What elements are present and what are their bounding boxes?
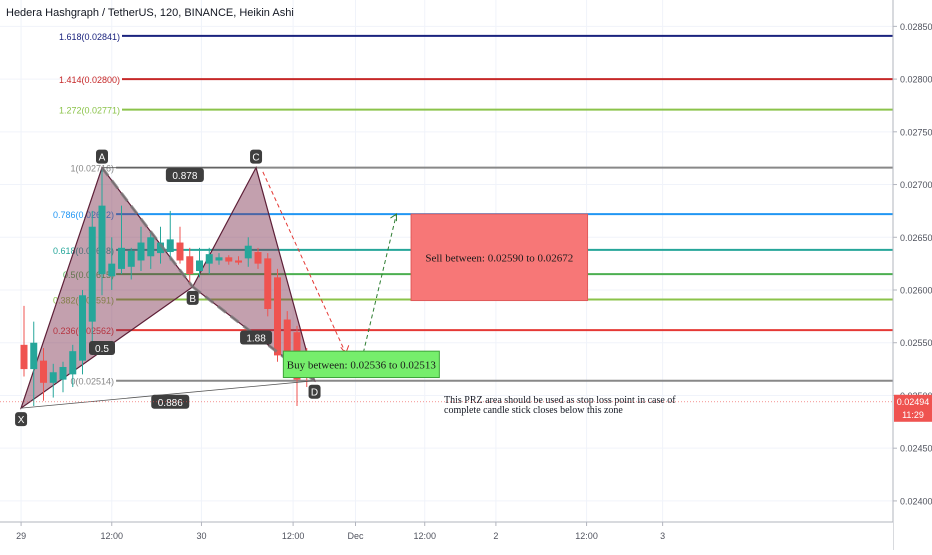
fib-level-label: 0.786(0.02672) (53, 210, 114, 220)
price-tick-label: 0.02550 (900, 338, 932, 348)
price-tick-label: 0.02700 (900, 180, 932, 190)
fib-level-label: 1.618(0.02841) (59, 32, 120, 42)
time-tick-label: 2 (493, 531, 498, 541)
ratio-label: 0.5 (95, 344, 109, 355)
candle-down (283, 319, 291, 352)
ratio-badge (89, 341, 115, 355)
countdown-label: 11:29 (902, 410, 924, 420)
sell-zone-box[interactable] (410, 213, 589, 302)
candle-up (215, 257, 223, 261)
candle-up (118, 247, 125, 269)
prz-note-line: This PRZ area should be used as stop los… (444, 395, 676, 406)
candle-down (186, 256, 194, 275)
fib-level-label: 1(0.02716) (71, 164, 115, 174)
candle-down (254, 252, 262, 264)
chart-title: Hedera Hashgraph / TetherUS, 120, BINANC… (6, 7, 294, 19)
trade-zones: Sell between: 0.02590 to 0.02672 Buy betw… (282, 213, 676, 416)
point-label-d: D (311, 388, 318, 399)
point-label-x: X (18, 415, 25, 426)
ratio-label: 0.886 (158, 398, 183, 409)
fib-level-label: 0(0.02514) (71, 377, 115, 387)
candle-up (59, 366, 67, 380)
current-price-label: 0.02494 (897, 397, 930, 407)
xd-line (21, 380, 315, 409)
ab-dashed-line (100, 166, 194, 288)
candle-up (108, 263, 116, 277)
candle-up (30, 342, 38, 370)
candle-down (40, 360, 47, 383)
price-tick-label: 0.02850 (900, 22, 932, 32)
time-tick-label: 3 (660, 531, 665, 541)
candle-up (69, 351, 77, 375)
candle-up (205, 254, 213, 264)
buy-zone-box[interactable] (282, 350, 440, 379)
time-tick-label: 29 (16, 531, 26, 541)
time-tick-label: 30 (196, 531, 206, 541)
candle-up (196, 260, 203, 272)
time-tick-label: 12:00 (413, 531, 436, 541)
point-badge (96, 149, 108, 164)
time-tick-label: 12:00 (282, 531, 305, 541)
point-label-c: C (252, 153, 259, 164)
candle-down (264, 258, 272, 309)
time-axis[interactable]: 29 12:00 30 12:00 Dec 12:00 2 12:00 3 (0, 521, 893, 550)
candle-up (137, 242, 145, 261)
candle-down (176, 242, 184, 261)
projection-up-arrowhead (390, 213, 397, 222)
ratio-badge (240, 330, 273, 345)
fib-level-label: 0.618(0.02638) (53, 246, 114, 256)
price-axis-background (893, 0, 932, 550)
candle-up (244, 245, 252, 259)
candle-down (225, 257, 233, 262)
candle-up (147, 237, 155, 257)
candle-down (235, 260, 242, 263)
candle-up (127, 250, 135, 267)
candle-up (98, 205, 106, 275)
grid-lines (0, 0, 893, 522)
point-label-b: B (189, 294, 196, 305)
prz-note-line: complete candle stick closes below this … (444, 405, 623, 416)
point-label-a: A (99, 153, 106, 164)
candle-up (79, 295, 86, 361)
point-badge (186, 290, 199, 305)
candle-up (49, 372, 57, 383)
ratio-label: 0.878 (172, 171, 197, 182)
projection-up-line (361, 213, 397, 360)
point-badge (308, 384, 321, 399)
time-axis-background (0, 522, 893, 550)
price-tick-label: 0.02600 (900, 286, 932, 296)
time-tick-label: Dec (347, 531, 364, 541)
ratio-badge (151, 394, 190, 409)
current-price-badge (894, 394, 932, 422)
fib-level-label: 0.5(0.02615) (63, 270, 114, 280)
pattern-labels: X A B C D 0.878 0.5 1.88 0.886 (15, 149, 321, 427)
ratio-label: 1.88 (246, 333, 266, 344)
candle-up (166, 239, 174, 253)
sell-zone-label: Sell between: 0.02590 to 0.02672 (425, 252, 573, 264)
price-tick-label: 0.02750 (900, 127, 932, 137)
time-tick-label: 12:00 (100, 531, 123, 541)
price-tick-label: 0.02450 (900, 444, 932, 454)
buy-zone-label: Buy between: 0.02536 to 0.02513 (287, 359, 437, 371)
projection-down-line (262, 171, 347, 354)
fib-level-label: 1.414(0.02800) (59, 75, 120, 85)
candle-up (88, 226, 96, 322)
fib-level-label: 1.272(0.02771) (59, 106, 120, 116)
ratio-badge (165, 168, 204, 183)
candle-up (157, 242, 164, 254)
point-badge (15, 412, 28, 427)
price-tick-label: 0.02800 (900, 75, 932, 85)
point-badge (250, 149, 263, 164)
price-tick-label: 0.02400 (900, 496, 932, 506)
candle-down (274, 277, 281, 356)
time-tick-label: 12:00 (575, 531, 598, 541)
price-tick-label: 0.02650 (900, 233, 932, 243)
candle-down (20, 344, 28, 370)
